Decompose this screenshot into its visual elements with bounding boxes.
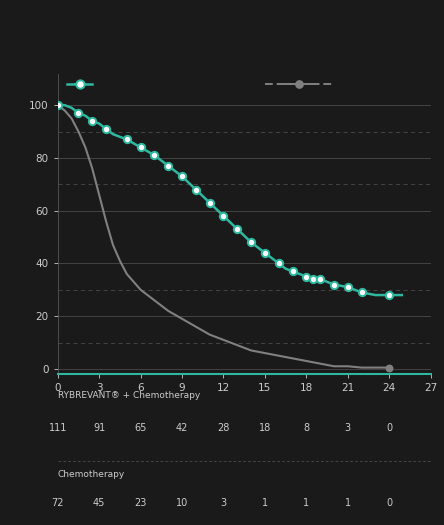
- Point: [220, 212, 227, 220]
- Text: RYBREVANT® + Chemotherapy: RYBREVANT® + Chemotherapy: [58, 391, 200, 400]
- Point: [103, 125, 110, 133]
- Point: [165, 162, 172, 170]
- Text: 72: 72: [52, 498, 64, 508]
- Point: [303, 272, 310, 281]
- Text: 0: 0: [386, 498, 392, 508]
- Text: 91: 91: [93, 423, 105, 433]
- Point: [317, 275, 324, 284]
- Text: 10: 10: [176, 498, 188, 508]
- Point: [178, 172, 186, 181]
- Point: [248, 238, 255, 247]
- Point: [234, 225, 241, 233]
- Point: [262, 249, 269, 257]
- Point: [137, 143, 144, 152]
- Point: [54, 101, 61, 109]
- Text: 23: 23: [135, 498, 147, 508]
- Text: 42: 42: [176, 423, 188, 433]
- Text: 1: 1: [345, 498, 351, 508]
- Point: [275, 259, 282, 268]
- Point: [330, 280, 337, 289]
- Point: [75, 109, 82, 117]
- Text: 8: 8: [303, 423, 309, 433]
- Point: [310, 275, 317, 284]
- Point: [296, 80, 303, 88]
- Text: 0: 0: [386, 423, 392, 433]
- Point: [123, 135, 131, 144]
- Text: 3: 3: [220, 498, 226, 508]
- Text: 1: 1: [303, 498, 309, 508]
- Text: 111: 111: [48, 423, 67, 433]
- Point: [289, 267, 296, 276]
- Point: [89, 117, 96, 125]
- Text: 28: 28: [217, 423, 230, 433]
- Point: [386, 363, 393, 372]
- Point: [344, 283, 351, 291]
- Text: 65: 65: [135, 423, 147, 433]
- Text: Chemotherapy: Chemotherapy: [58, 469, 125, 479]
- Text: 18: 18: [259, 423, 271, 433]
- Point: [386, 291, 393, 299]
- Point: [358, 288, 365, 297]
- Text: 45: 45: [93, 498, 105, 508]
- Point: [206, 198, 213, 207]
- Text: 3: 3: [345, 423, 351, 433]
- Point: [76, 80, 83, 88]
- Text: 1: 1: [262, 498, 268, 508]
- Point: [192, 185, 199, 194]
- Point: [151, 151, 158, 160]
